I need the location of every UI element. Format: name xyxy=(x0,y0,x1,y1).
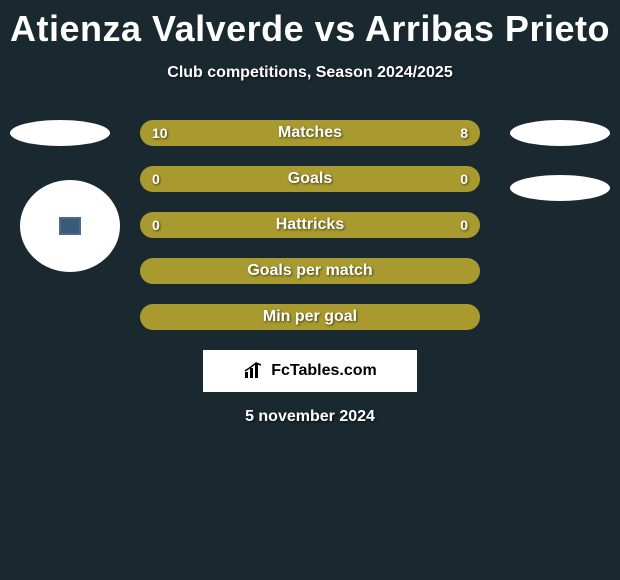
stat-row-goals-per-match: Goals per match xyxy=(140,258,480,284)
stat-right-value: 8 xyxy=(460,120,468,146)
comparison-panel: 10 Matches 8 0 Goals 0 0 Hattricks 0 Goa… xyxy=(0,120,620,426)
stat-label: Hattricks xyxy=(140,212,480,238)
player-left-marker xyxy=(10,120,110,146)
stat-right-value: 0 xyxy=(460,212,468,238)
stat-label: Goals xyxy=(140,166,480,192)
stat-right-value: 0 xyxy=(460,166,468,192)
brand-text: FcTables.com xyxy=(271,362,377,380)
subtitle: Club competitions, Season 2024/2025 xyxy=(0,50,620,82)
date-text: 5 november 2024 xyxy=(0,392,620,426)
player-right-marker-2 xyxy=(510,175,610,201)
avatar-placeholder-icon xyxy=(59,217,81,235)
brand-logo: FcTables.com xyxy=(203,350,417,392)
stat-row-min-per-goal: Min per goal xyxy=(140,304,480,330)
player-left-avatar xyxy=(20,180,120,272)
stat-label: Goals per match xyxy=(140,258,480,284)
page-title: Atienza Valverde vs Arribas Prieto xyxy=(0,0,620,50)
player-right-marker xyxy=(510,120,610,146)
stat-rows: 10 Matches 8 0 Goals 0 0 Hattricks 0 Goa… xyxy=(140,120,480,330)
stat-label: Matches xyxy=(140,120,480,146)
stat-label: Min per goal xyxy=(140,304,480,330)
stat-row-hattricks: 0 Hattricks 0 xyxy=(140,212,480,238)
chart-icon xyxy=(243,362,265,380)
stat-row-goals: 0 Goals 0 xyxy=(140,166,480,192)
stat-row-matches: 10 Matches 8 xyxy=(140,120,480,146)
